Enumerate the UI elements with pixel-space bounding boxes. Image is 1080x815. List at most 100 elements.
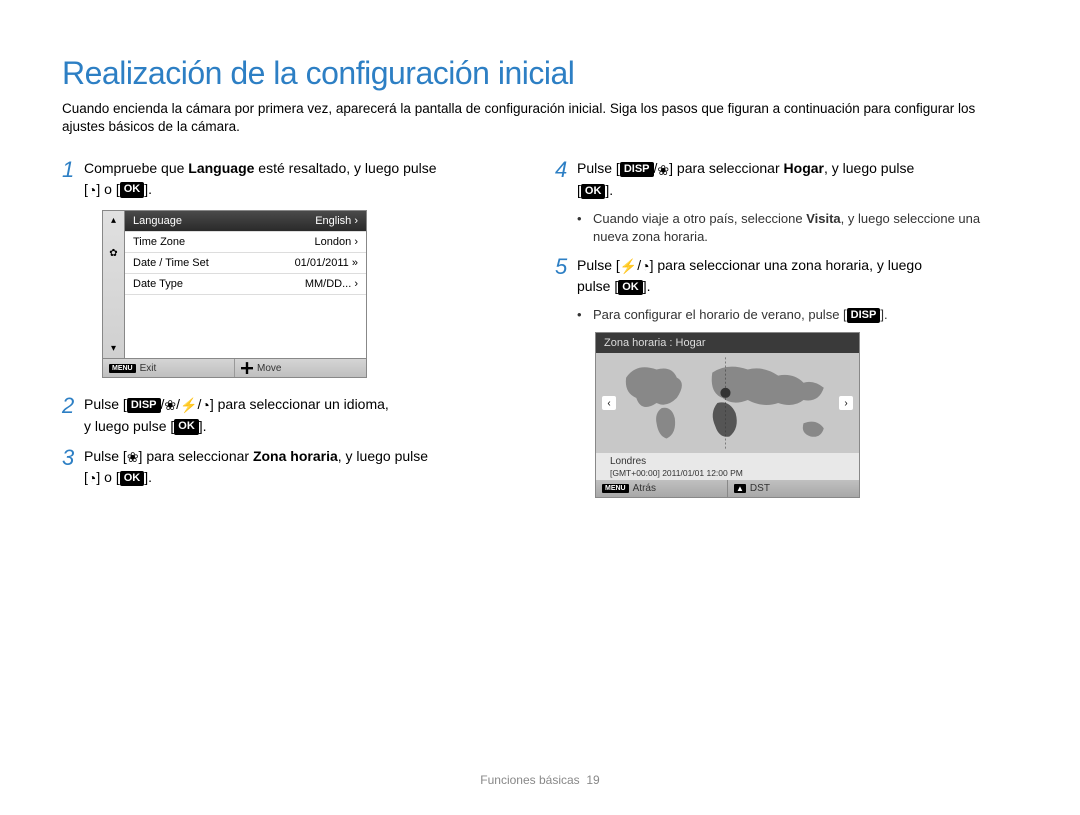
menu-row-datetype: Date Type MM/DD... › [125,274,366,295]
text: ]. [643,278,651,294]
ok-button-icon: OK [120,471,145,486]
text: Move [257,363,281,374]
bold-text: Zona horaria [253,448,338,464]
text: ]. [144,469,152,485]
page-title: Realización de la configuración inicial [62,55,1018,92]
disp-button-icon: DISP [620,162,654,177]
text: ] o [ [96,469,119,485]
menu-value: 01/01/2011 » [295,257,358,269]
menu-footer-exit: MENU Exit [103,359,234,377]
nav-cross-icon [241,362,253,374]
timer-icon: ◔ [201,395,209,415]
macro-icon: ❀ [164,395,176,415]
step-text: Pulse [⚡/◔] para seleccionar una zona ho… [577,255,1018,297]
step-number: 5 [555,256,577,278]
text: ] para seleccionar un idioma, [210,396,389,412]
step-number: 3 [62,447,84,469]
step-2: 2 Pulse [DISP/❀/⚡/◔] para seleccionar un… [62,394,525,436]
step-number: 1 [62,159,84,181]
text: Para configurar el horario de verano, pu… [593,306,888,324]
left-column: 1 Compruebe que Language esté resaltado,… [62,158,525,498]
text: ]. [605,182,613,198]
tz-city: Londres [610,456,851,468]
tz-title: Zona horaria : Hogar [596,333,859,353]
text: Compruebe que [84,160,188,176]
menu-label: Time Zone [133,236,185,248]
step-5-bullet: • Para configurar el horario de verano, … [577,306,1018,324]
menu-button-icon: MENU [109,364,136,373]
menu-value: MM/DD... › [305,278,358,290]
disp-button-icon: DISP [127,398,161,413]
step-number: 2 [62,395,84,417]
text: ] para seleccionar [669,160,783,176]
text: Atrás [633,483,656,494]
text: ]. [144,181,152,197]
menu-footer-move: Move [234,359,366,377]
arrow-left-icon: ‹ [602,396,616,410]
step-text: Pulse [DISP/❀] para seleccionar Hogar, y… [577,158,1018,200]
tz-gmt: [GMT+00:00] 2011/01/01 12:00 PM [610,468,851,478]
ok-button-icon: OK [120,182,145,197]
menu-body: ▴ ✿ ▾ Language English › Time Zone Londo… [103,211,366,359]
flash-icon: ⚡ [180,395,197,415]
footer-section: Funciones básicas [480,773,579,787]
text: Cuando viaje a otro país, seleccione Vis… [593,210,1018,246]
text: y luego pulse [ [84,418,174,434]
tz-info: Londres [GMT+00:00] 2011/01/01 12:00 PM [596,453,859,479]
step-4: 4 Pulse [DISP/❀] para seleccionar Hogar,… [555,158,1018,200]
flash-icon: ⚡ [620,256,637,276]
text: , y luego pulse [824,160,914,176]
chevron-up-icon: ▴ [111,215,116,226]
intro-text: Cuando encienda la cámara por primera ve… [62,100,1018,136]
bullet-icon: • [577,210,593,246]
menu-row-language: Language English › [125,211,366,232]
step-text: Compruebe que Language esté resaltado, y… [84,158,525,200]
text: esté resaltado, y luego pulse [254,160,436,176]
menu-footer: MENU Exit Move [103,359,366,377]
bold-text: Hogar [784,160,824,176]
arrow-right-icon: › [839,396,853,410]
menu-list: Language English › Time Zone London › Da… [125,211,366,358]
text: Pulse [ [577,257,620,273]
step-1: 1 Compruebe que Language esté resaltado,… [62,158,525,200]
right-column: 4 Pulse [DISP/❀] para seleccionar Hogar,… [555,158,1018,498]
menu-row-timezone: Time Zone London › [125,232,366,253]
text: ] o [ [96,181,119,197]
step-text: Pulse [DISP/❀/⚡/◔] para seleccionar un i… [84,394,525,436]
menu-button-icon: MENU [602,484,629,493]
tz-map: ‹ › [596,353,859,453]
tz-footer-back: MENU Atrás [596,480,727,497]
menu-value: London › [315,236,358,248]
bold-text: Language [188,160,254,176]
page-footer: Funciones básicas 19 [0,773,1080,787]
step-3: 3 Pulse [❀] para seleccionar Zona horari… [62,446,525,489]
ok-button-icon: OK [618,280,643,295]
menu-label: Language [133,215,182,227]
up-icon: ▲ [734,484,746,493]
gear-icon: ✿ [109,248,117,259]
world-map-icon [616,357,839,449]
text: ] para seleccionar [139,448,253,464]
ok-button-icon: OK [174,419,199,434]
footer-page-number: 19 [586,773,599,787]
timezone-screenshot: Zona horaria : Hogar ‹ › Lon [595,332,860,497]
text: Exit [140,363,157,374]
chevron-down-icon: ▾ [111,343,116,354]
macro-icon: ❀ [657,160,669,180]
tz-footer-dst: ▲ DST [727,480,859,497]
text: Pulse [ [84,448,127,464]
step-4-bullet: • Cuando viaje a otro país, seleccione V… [577,210,1018,246]
text: ] para seleccionar una zona horaria, y l… [650,257,922,273]
text: , y luego pulse [338,448,428,464]
disp-button-icon: DISP [847,308,881,323]
menu-value: English › [315,215,358,227]
step-text: Pulse [❀] para seleccionar Zona horaria,… [84,446,525,489]
macro-icon: ❀ [127,447,139,467]
text: DST [750,483,770,494]
menu-iconbar: ▴ ✿ ▾ [103,211,125,358]
timer-icon: ◔ [641,256,649,276]
content-columns: 1 Compruebe que Language esté resaltado,… [62,158,1018,498]
text: Pulse [ [84,396,127,412]
menu-label: Date / Time Set [133,257,209,269]
text: Pulse [ [577,160,620,176]
